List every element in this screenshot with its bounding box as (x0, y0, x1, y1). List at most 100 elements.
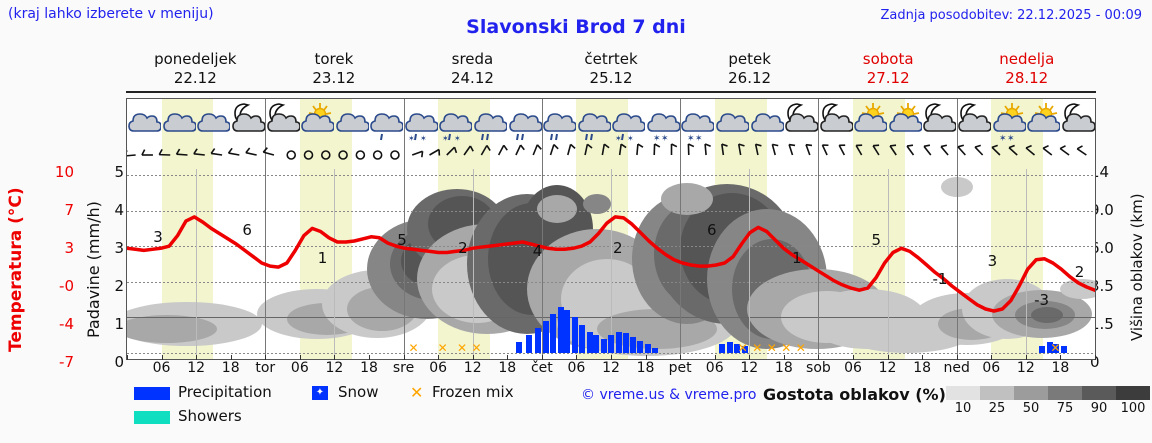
svg-text:✶: ✶ (999, 133, 1007, 143)
weather-icon-snow: ✶ ✶ (680, 101, 715, 147)
precipitation-swatch (134, 387, 170, 400)
temperature-value-label: 2 (458, 238, 468, 257)
cloud-density-step (980, 386, 1014, 400)
weather-icon-sun-cloud (300, 101, 335, 147)
day-name: sreda (451, 50, 494, 68)
day-date: 28.12 (1005, 69, 1049, 87)
day-name: nedelja (999, 50, 1055, 68)
temperature-axis-title: Temperatura (°C) (6, 187, 26, 353)
x-tick (334, 355, 335, 360)
temperature-value-label: 2 (613, 238, 623, 257)
daylight-band (438, 99, 490, 169)
weather-icon-night-cloudy (1061, 101, 1095, 147)
weather-icon-rain (577, 101, 611, 147)
x-axis-label: 18 (774, 360, 793, 376)
daylight-band (161, 99, 214, 169)
snow-legend-label: Snow (338, 383, 379, 401)
precipitation-bar (549, 313, 556, 353)
cloud-density-step (1014, 386, 1048, 400)
day-date: 26.12 (728, 69, 772, 87)
day-separator (542, 99, 543, 169)
temperature-tick: 7 (64, 201, 74, 219)
daylight-band (576, 99, 629, 169)
x-axis-label: 06 (567, 360, 586, 376)
cloud-density-colorbar (946, 386, 1150, 400)
precip-axis-title: Padavine (mm/h) (84, 201, 103, 339)
temperature-value-label: 1 (792, 249, 802, 268)
day-separator (680, 99, 681, 169)
temperature-value-label: -1 (932, 270, 948, 289)
day-date: 22.12 (173, 69, 217, 87)
precipitation-bar (651, 347, 658, 353)
x-tick (646, 355, 647, 360)
x-axis-label: 12 (740, 360, 759, 376)
x-axis-label: 12 (1016, 360, 1035, 376)
temperature-value-label: 5 (871, 231, 882, 250)
precip-tick: 3 (114, 239, 124, 257)
svg-text:✶: ✶ (695, 133, 703, 143)
x-tick (576, 355, 577, 360)
day-name: sobota (862, 50, 914, 68)
svg-text:✶: ✶ (615, 134, 622, 143)
last-update: Zadnja posodobitev: 22.12.2025 - 00:09 (880, 8, 1142, 23)
x-axis-label: 06 (290, 360, 309, 376)
weather-icon-cloudy (715, 101, 749, 147)
noon-gridline (334, 169, 335, 359)
day-header-nedelja: nedelja 28.12 (957, 50, 1096, 90)
svg-text:✶: ✶ (653, 133, 661, 143)
weather-icon-night-cloudy (784, 101, 819, 147)
day-date: 27.12 (866, 69, 910, 87)
x-axis-label: sre (392, 360, 415, 376)
day-separator (265, 99, 266, 169)
x-axis-label: 06 (429, 360, 448, 376)
precipitation-bar (622, 333, 629, 353)
frozen-mix-legend-label: Frozen mix (432, 383, 514, 401)
day-name: ponedeljek (154, 50, 237, 68)
x-axis-label: tor (255, 360, 276, 376)
cloud-density-field (127, 177, 1095, 356)
cloud-density-scale-label: 25 (988, 401, 1006, 416)
temperature-value-label: 2 (1074, 262, 1085, 281)
x-axis-label: ned (943, 360, 970, 376)
weather-icon-cloudy (196, 101, 231, 147)
x-axis-labels: 06 12 18 tor 06 12 18 sre 06 12 18 čet 06 12 18 pet 06 12… (126, 360, 1096, 378)
weather-icon-sleet: ✶ ✶ (438, 101, 473, 147)
day-separator (818, 99, 819, 169)
day-date: 24.12 (450, 69, 494, 87)
x-tick (749, 355, 750, 360)
x-tick (784, 355, 785, 360)
weather-icon-sleet: ✶ ✶ (404, 101, 438, 147)
day-header-sobota: sobota 27.12 (819, 50, 958, 90)
frozen-mix-swatch: ✕ (410, 383, 424, 402)
weather-icon-sun-cloud (853, 101, 888, 147)
cloud-tick: 0 (1090, 353, 1100, 371)
x-tick (853, 355, 854, 360)
x-axis-ticks (127, 352, 1096, 360)
precipitation-bar (1053, 344, 1060, 353)
x-axis-label: 18 (360, 360, 378, 376)
x-tick (1026, 355, 1027, 360)
x-tick (680, 355, 681, 360)
frozen-mix-marker: ✕ (795, 341, 806, 355)
day-separator (957, 169, 958, 359)
precipitation-bar (615, 331, 622, 353)
weather-icon-sleet: ✶ ✶ (611, 101, 646, 147)
x-tick (611, 355, 612, 360)
x-tick (127, 355, 128, 360)
cloud-density-label: Gostota oblakov (%) (763, 385, 946, 404)
precipitation-bar (733, 344, 740, 353)
x-tick (265, 355, 266, 360)
cloud-density-step (1116, 386, 1150, 400)
day-separator (404, 169, 405, 359)
x-axis-label: 18 (1051, 360, 1070, 376)
x-axis-label: 06 (152, 360, 171, 376)
temperature-value-label: 1 (317, 249, 328, 268)
x-axis-label: čet (530, 360, 553, 376)
day-separator (542, 169, 543, 359)
x-axis-label: 18 (221, 360, 240, 376)
temperature-line (127, 215, 1095, 313)
daylight-band (853, 99, 905, 169)
x-axis-label: pet (668, 360, 692, 376)
copyright-link[interactable]: © vreme.us & vreme.pro (581, 387, 757, 403)
